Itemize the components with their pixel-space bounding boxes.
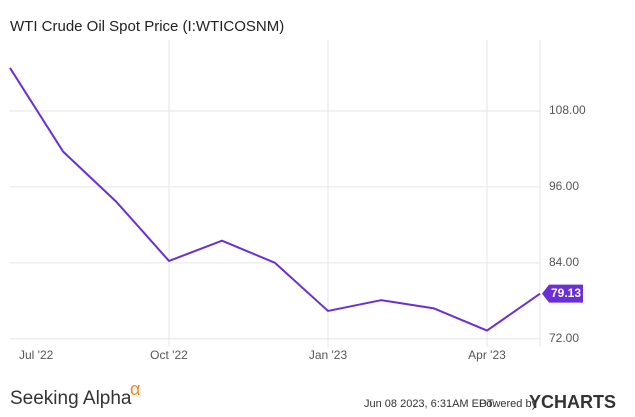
timestamp: Jun 08 2023, 6:31AM EDT. [364, 398, 495, 410]
x-tick-label: Jan '23 [309, 348, 348, 362]
x-tick-label: Jul '22 [19, 348, 54, 362]
chart-title: WTI Crude Oil Spot Price (I:WTICOSNM) [10, 18, 284, 35]
value-label: 79.13 [551, 286, 581, 300]
x-tick-label: Oct '22 [150, 348, 188, 362]
brand: Seeking Alpha [10, 388, 132, 409]
provider: YCHARTS [529, 392, 616, 412]
value-label-box [542, 284, 583, 303]
brand-symbol: α [130, 379, 140, 399]
y-tick-label: 72.00 [549, 331, 579, 345]
y-tick-label: 108.00 [549, 103, 586, 117]
x-tick-label: Apr '23 [468, 348, 506, 362]
powered-by: Powered by [479, 398, 538, 410]
y-tick-label: 96.00 [549, 179, 579, 193]
y-tick-label: 84.00 [549, 255, 579, 269]
line-series [9, 67, 541, 332]
